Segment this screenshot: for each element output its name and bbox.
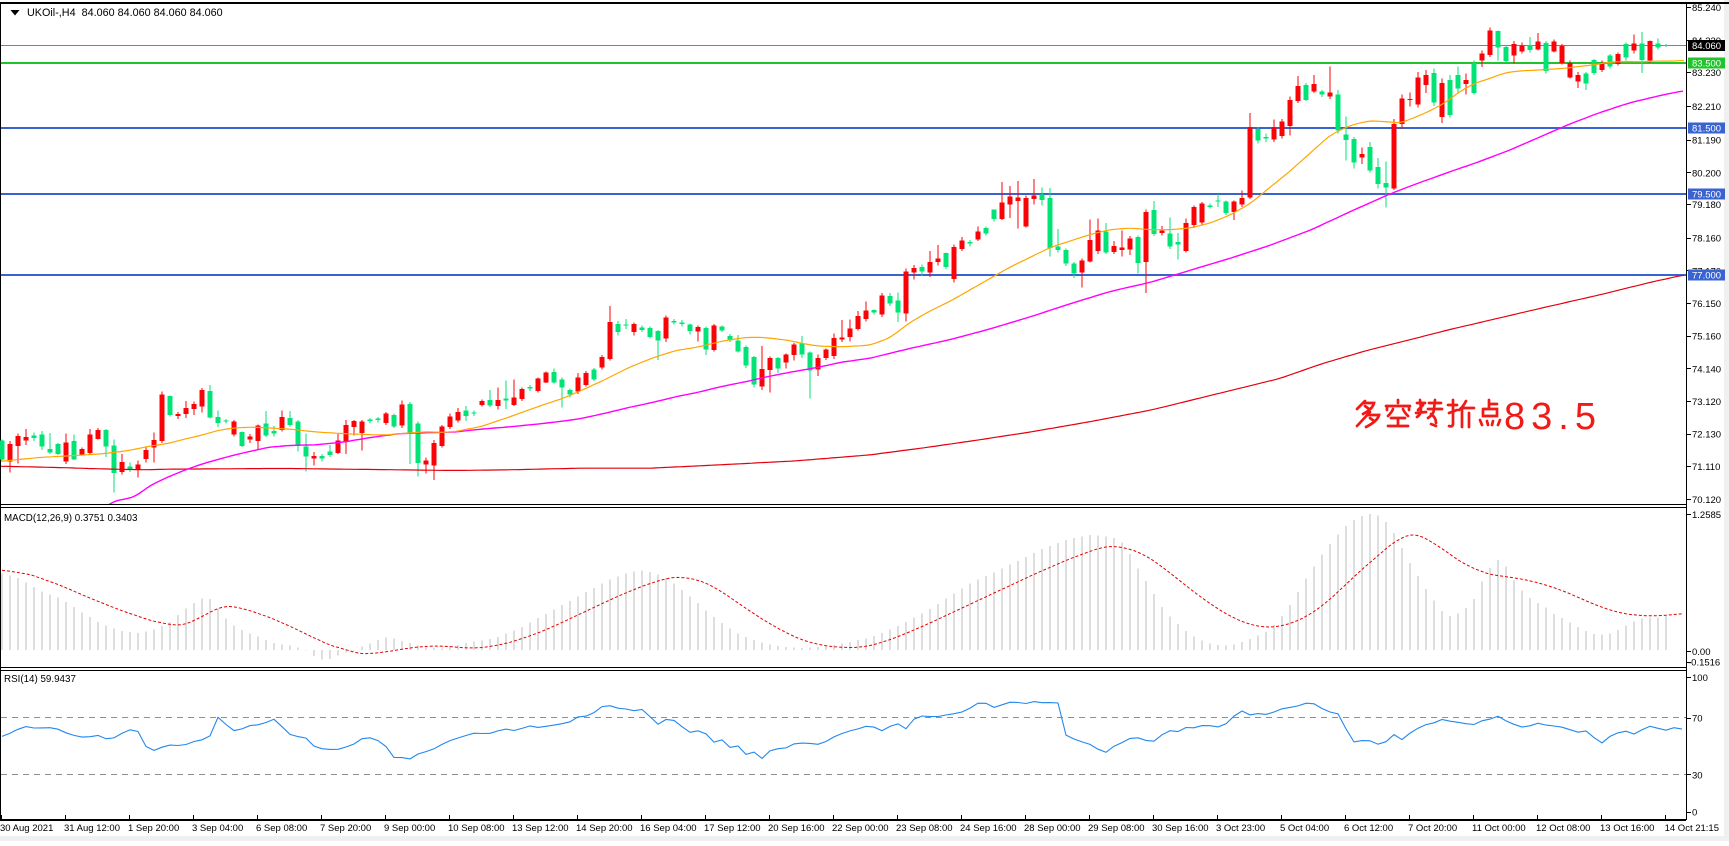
svg-text:3 Sep 04:00: 3 Sep 04:00 (192, 823, 243, 834)
svg-text:14 Sep 20:00: 14 Sep 20:00 (576, 823, 633, 834)
svg-text:17 Sep 12:00: 17 Sep 12:00 (704, 823, 761, 834)
svg-text:UKOil-,H4 84.060 84.060 84.06: UKOil-,H4 84.060 84.060 84.060 84.060 (27, 7, 223, 19)
svg-text:83.230: 83.230 (1692, 68, 1721, 79)
svg-text:30 Sep 16:00: 30 Sep 16:00 (1152, 823, 1209, 834)
svg-text:72.130: 72.130 (1692, 430, 1721, 441)
svg-text:77.000: 77.000 (1692, 271, 1721, 282)
svg-text:16 Sep 04:00: 16 Sep 04:00 (640, 823, 697, 834)
svg-text:24 Sep 16:00: 24 Sep 16:00 (960, 823, 1017, 834)
svg-text:80.200: 80.200 (1692, 168, 1721, 179)
svg-text:-0.1516: -0.1516 (1688, 658, 1720, 669)
svg-text:79.180: 79.180 (1692, 200, 1721, 211)
svg-text:28 Sep 00:00: 28 Sep 00:00 (1024, 823, 1081, 834)
svg-text:14 Oct 21:15: 14 Oct 21:15 (1665, 823, 1719, 834)
svg-text:1.2585: 1.2585 (1692, 510, 1721, 521)
svg-text:5 Oct 04:00: 5 Oct 04:00 (1280, 823, 1329, 834)
svg-text:74.140: 74.140 (1692, 365, 1721, 376)
svg-text:70.120: 70.120 (1692, 495, 1721, 506)
svg-text:7 Oct 20:00: 7 Oct 20:00 (1408, 823, 1457, 834)
svg-text:12 Oct 08:00: 12 Oct 08:00 (1536, 823, 1590, 834)
svg-text:1 Sep 20:00: 1 Sep 20:00 (128, 823, 179, 834)
svg-text:22 Sep 00:00: 22 Sep 00:00 (832, 823, 889, 834)
svg-text:82.210: 82.210 (1692, 102, 1721, 113)
svg-text:13 Oct 16:00: 13 Oct 16:00 (1600, 823, 1654, 834)
svg-text:30 Aug 2021: 30 Aug 2021 (0, 823, 53, 834)
svg-text:13 Sep 12:00: 13 Sep 12:00 (512, 823, 569, 834)
svg-text:76.150: 76.150 (1692, 299, 1721, 310)
svg-text:78.160: 78.160 (1692, 234, 1721, 245)
svg-text:81.500: 81.500 (1692, 124, 1721, 135)
svg-text:30: 30 (1692, 771, 1703, 782)
svg-text:20 Sep 16:00: 20 Sep 16:00 (768, 823, 825, 834)
svg-text:83.5: 83.5 (1504, 396, 1602, 438)
svg-text:31 Aug 12:00: 31 Aug 12:00 (64, 823, 120, 834)
svg-text:71.110: 71.110 (1692, 462, 1720, 473)
svg-text:81.190: 81.190 (1692, 136, 1721, 147)
svg-text:6 Sep 08:00: 6 Sep 08:00 (256, 823, 307, 834)
svg-text:9 Sep 00:00: 9 Sep 00:00 (384, 823, 435, 834)
svg-text:MACD(12,26,9) 0.3751 0.3403: MACD(12,26,9) 0.3751 0.3403 (4, 513, 138, 524)
svg-text:70: 70 (1692, 714, 1703, 725)
svg-text:75.160: 75.160 (1692, 332, 1721, 343)
svg-text:83.500: 83.500 (1692, 59, 1721, 70)
svg-text:29 Sep 08:00: 29 Sep 08:00 (1088, 823, 1145, 834)
svg-text:0: 0 (1692, 808, 1697, 819)
svg-text:3 Oct 23:00: 3 Oct 23:00 (1216, 823, 1265, 834)
svg-text:6 Oct 12:00: 6 Oct 12:00 (1344, 823, 1393, 834)
svg-text:84.060: 84.060 (1692, 41, 1721, 52)
svg-text:73.120: 73.120 (1692, 397, 1721, 408)
svg-text:0.00: 0.00 (1692, 647, 1711, 658)
svg-text:7 Sep 20:00: 7 Sep 20:00 (320, 823, 371, 834)
svg-text:RSI(14) 59.9437: RSI(14) 59.9437 (4, 674, 76, 685)
svg-text:85.240: 85.240 (1692, 3, 1721, 14)
svg-text:100: 100 (1692, 673, 1708, 684)
svg-text:10 Sep 08:00: 10 Sep 08:00 (448, 823, 505, 834)
svg-text:23 Sep 08:00: 23 Sep 08:00 (896, 823, 953, 834)
svg-text:11 Oct 00:00: 11 Oct 00:00 (1472, 823, 1526, 834)
svg-text:79.500: 79.500 (1692, 190, 1721, 201)
